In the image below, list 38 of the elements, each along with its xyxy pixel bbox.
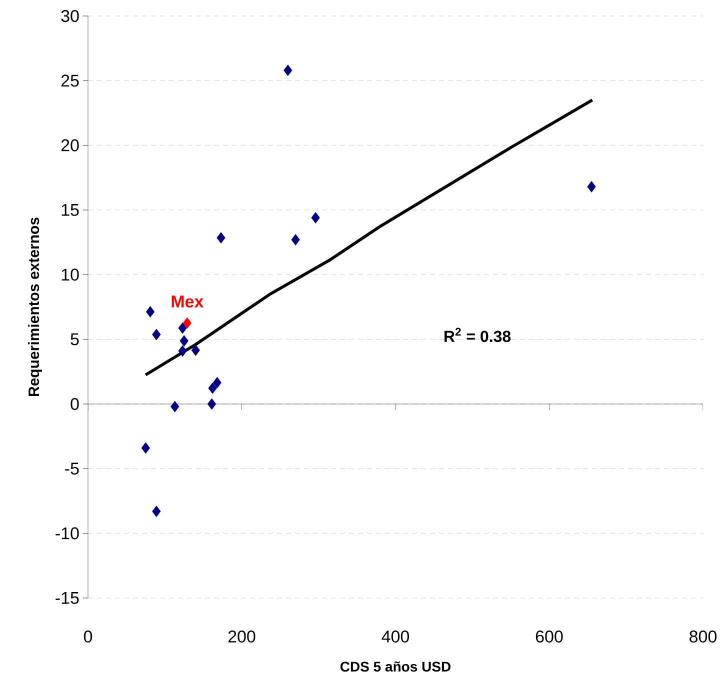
y-tick-label: -5	[65, 462, 79, 475]
y-axis-title: Requerimientos externos	[28, 218, 42, 396]
x-tick-label: 600	[536, 630, 563, 643]
point	[178, 345, 187, 357]
y-tick-label: 30	[61, 10, 79, 22]
x-tick-label: 0	[84, 630, 92, 643]
point	[152, 328, 161, 340]
series-label: Mex	[172, 296, 204, 308]
point	[178, 322, 187, 334]
x-tick-label: 200	[228, 630, 256, 643]
point	[191, 344, 200, 356]
y-tick-label: -10	[56, 527, 79, 540]
x-axis-title: CDS 5 años USD	[340, 661, 451, 672]
y-tick-label: 0	[70, 398, 79, 410]
point	[146, 306, 155, 318]
x-tick-label: 800	[690, 630, 717, 643]
y-tick-label: 5	[70, 333, 79, 346]
point	[284, 64, 292, 76]
line-series	[144, 98, 594, 376]
y-tick-label: 25	[61, 74, 79, 87]
annotation: R$^{2}$ = 0.38	[444, 328, 511, 342]
y-tick-label: 10	[62, 268, 79, 281]
point	[182, 317, 192, 329]
point	[208, 382, 217, 394]
y-tick-label: 20	[61, 139, 79, 152]
point	[152, 506, 161, 518]
point	[216, 232, 226, 244]
point	[170, 400, 180, 412]
point	[212, 376, 222, 388]
y-tick-label: 15	[62, 204, 79, 216]
point	[141, 442, 150, 454]
point	[291, 234, 300, 246]
point	[311, 212, 320, 224]
point	[587, 181, 596, 192]
x-tick-label: 400	[382, 630, 410, 643]
point	[207, 398, 216, 410]
point	[180, 335, 188, 347]
y-tick-label: -15	[56, 592, 79, 604]
